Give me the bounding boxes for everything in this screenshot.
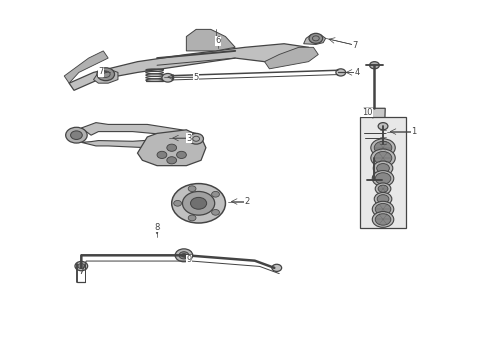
Circle shape xyxy=(212,192,220,197)
Circle shape xyxy=(175,249,193,262)
Circle shape xyxy=(375,214,391,225)
Circle shape xyxy=(377,163,390,173)
Text: 9: 9 xyxy=(186,255,192,264)
Circle shape xyxy=(375,173,391,184)
Circle shape xyxy=(336,69,345,76)
Circle shape xyxy=(162,73,173,82)
Polygon shape xyxy=(186,30,235,51)
Circle shape xyxy=(373,161,393,175)
Circle shape xyxy=(377,195,389,203)
Text: 7: 7 xyxy=(98,67,103,76)
Circle shape xyxy=(374,193,392,206)
Text: 6: 6 xyxy=(216,36,221,45)
Circle shape xyxy=(78,264,85,269)
Circle shape xyxy=(167,144,176,151)
Circle shape xyxy=(182,192,215,215)
Polygon shape xyxy=(364,108,385,158)
Text: 4: 4 xyxy=(355,68,360,77)
Circle shape xyxy=(378,185,388,192)
Polygon shape xyxy=(64,51,108,83)
Circle shape xyxy=(188,215,196,221)
Circle shape xyxy=(309,33,323,43)
Circle shape xyxy=(369,62,379,69)
Circle shape xyxy=(188,186,196,192)
Circle shape xyxy=(75,261,88,271)
Circle shape xyxy=(167,157,176,164)
Circle shape xyxy=(374,152,392,165)
Circle shape xyxy=(71,131,82,139)
Text: 5: 5 xyxy=(194,73,199,82)
Polygon shape xyxy=(81,123,196,139)
Circle shape xyxy=(66,127,87,143)
Circle shape xyxy=(179,252,189,259)
Circle shape xyxy=(372,212,394,227)
Text: 10: 10 xyxy=(362,108,372,117)
Circle shape xyxy=(374,141,392,154)
Text: 8: 8 xyxy=(154,223,160,232)
Text: 2: 2 xyxy=(245,197,250,206)
Polygon shape xyxy=(69,44,314,90)
Circle shape xyxy=(372,201,394,217)
Circle shape xyxy=(375,183,391,194)
Circle shape xyxy=(372,171,394,186)
Circle shape xyxy=(369,176,379,184)
Polygon shape xyxy=(265,47,318,69)
Circle shape xyxy=(157,151,167,158)
Polygon shape xyxy=(138,130,206,166)
Circle shape xyxy=(272,264,282,271)
Text: 3: 3 xyxy=(186,134,192,143)
Bar xyxy=(360,117,406,228)
Circle shape xyxy=(375,203,391,215)
Polygon shape xyxy=(81,139,196,148)
Circle shape xyxy=(181,253,186,257)
Text: 1: 1 xyxy=(411,127,416,136)
Polygon shape xyxy=(304,35,326,44)
Circle shape xyxy=(371,149,395,167)
Circle shape xyxy=(172,184,225,223)
Circle shape xyxy=(212,210,220,215)
Text: 7: 7 xyxy=(352,41,358,50)
Circle shape xyxy=(174,201,181,206)
Polygon shape xyxy=(94,69,118,83)
Circle shape xyxy=(191,197,207,209)
Circle shape xyxy=(371,139,395,157)
Circle shape xyxy=(97,68,115,81)
Circle shape xyxy=(176,151,186,158)
Circle shape xyxy=(189,134,203,144)
Circle shape xyxy=(378,123,388,130)
